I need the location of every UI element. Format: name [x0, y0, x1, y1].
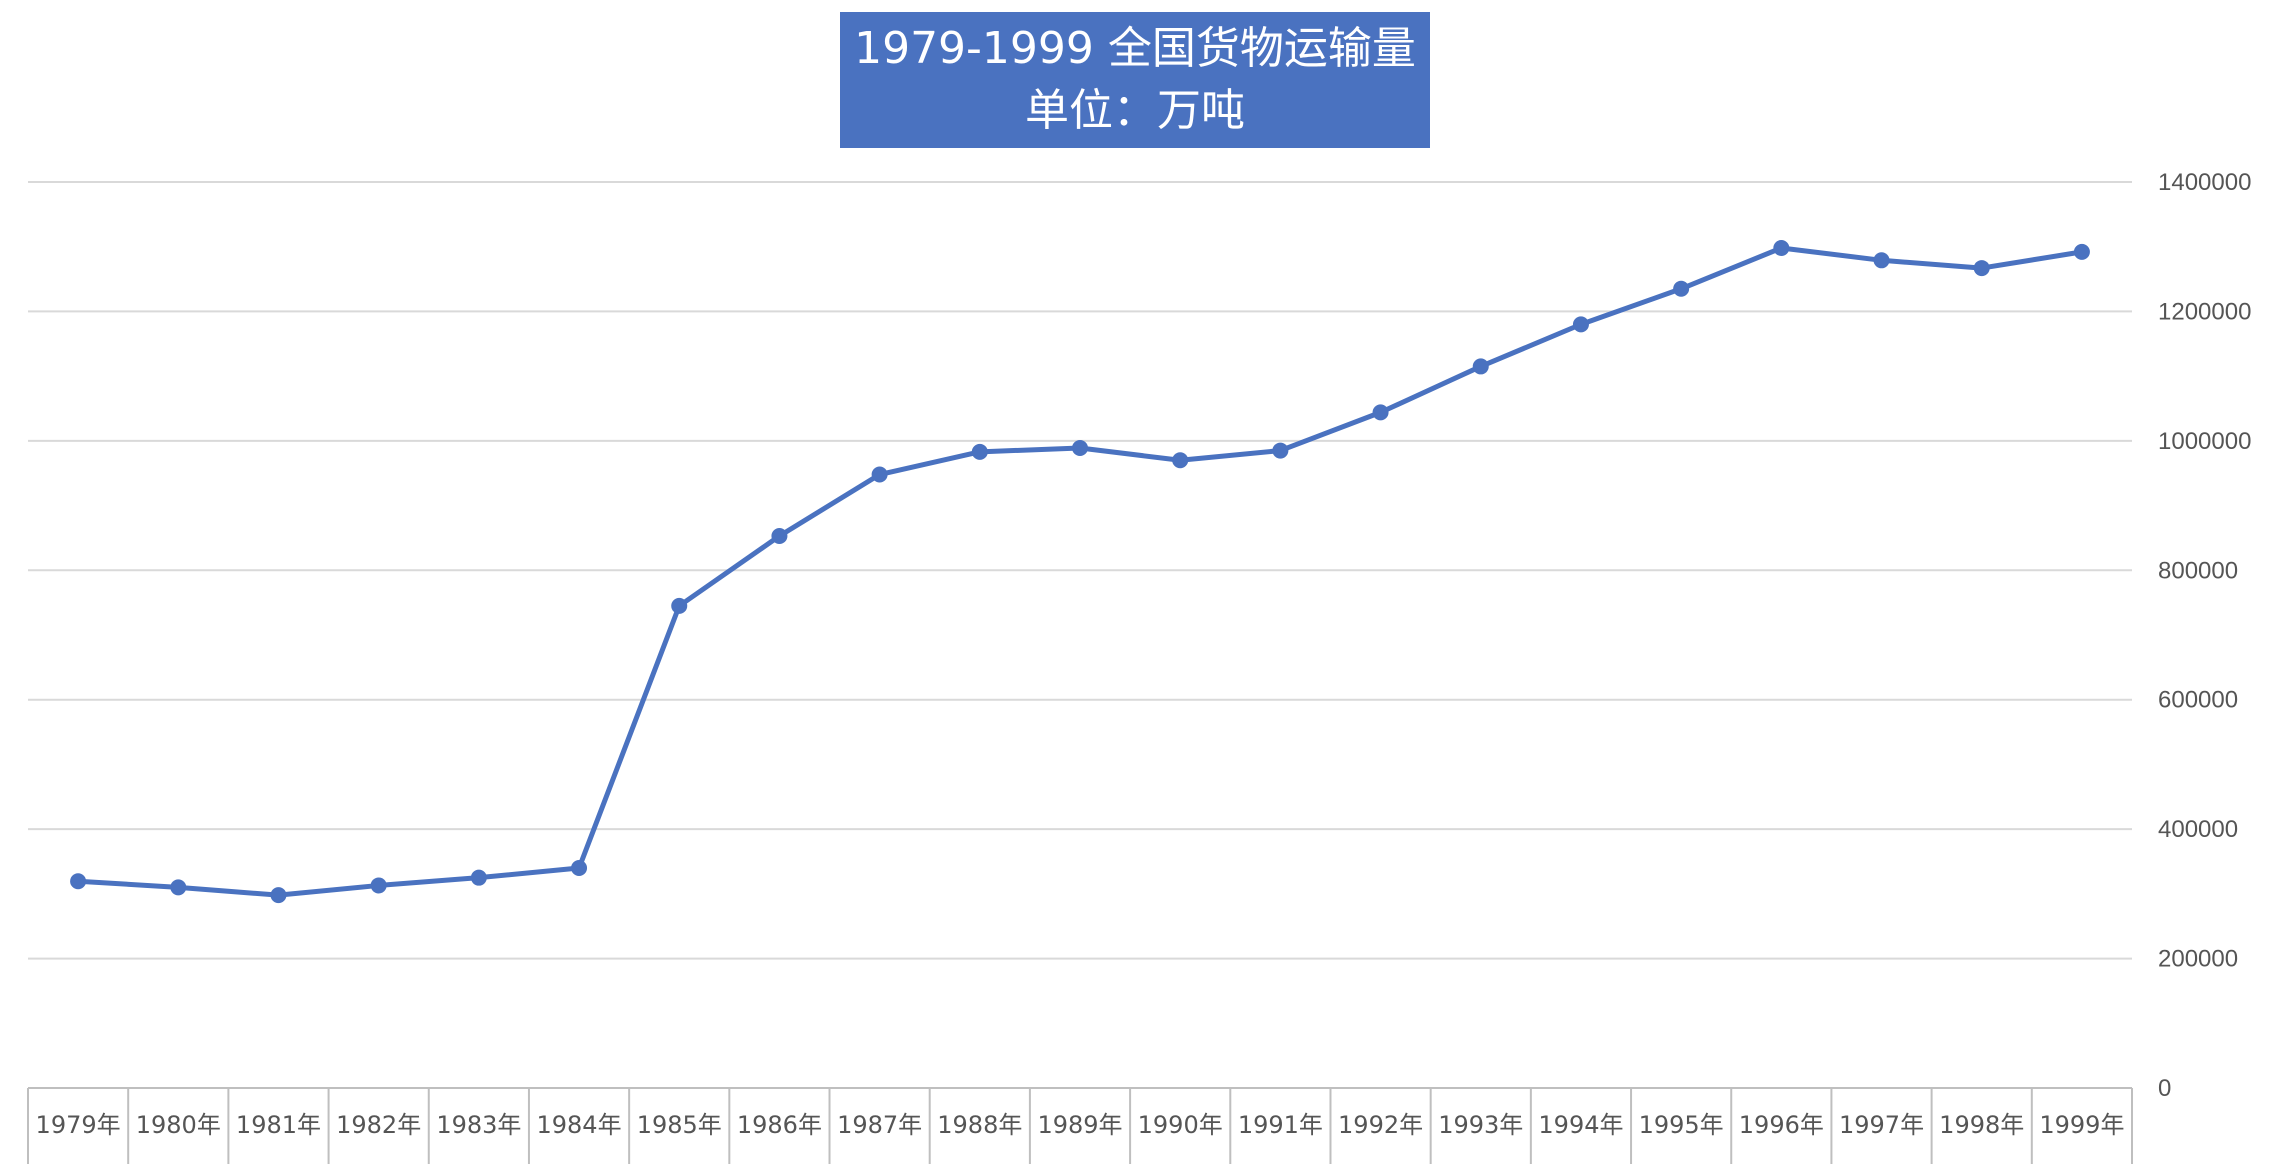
x-tick-label: 1985年 [637, 1111, 722, 1139]
y-tick-label: 0 [2158, 1075, 2171, 1102]
data-point [70, 873, 87, 890]
x-tick-label: 1998年 [1939, 1111, 2024, 1139]
chart-subtitle: 单位：万吨 [1025, 85, 1245, 136]
gridlines [28, 181, 2132, 1089]
y-tick-label: 600000 [2158, 687, 2238, 714]
x-tick-label: 1980年 [136, 1111, 221, 1139]
series-line [75, 245, 2085, 898]
x-tick-label: 1988年 [937, 1111, 1022, 1139]
data-point [1873, 252, 1890, 269]
data-point [571, 859, 588, 876]
data-point [470, 869, 487, 886]
y-tick-label: 200000 [2158, 946, 2238, 973]
data-point [1372, 404, 1389, 421]
chart-title-box: 1979-1999 全国货物运输量 单位：万吨 [840, 12, 1430, 148]
x-axis: 1979年 1980年 1981年 1982年 1983年 1984年 1985年 1986年… [27, 1088, 2133, 1164]
data-points [70, 240, 2090, 904]
x-tick-label: 1997年 [1839, 1111, 1924, 1139]
x-tick-label: 1979年 [36, 1111, 121, 1139]
data-point [971, 443, 988, 460]
data-point [1673, 280, 1690, 297]
x-tick-label: 1982年 [336, 1111, 421, 1139]
x-tick-label: 1996年 [1739, 1111, 1824, 1139]
x-tick-label: 1983年 [436, 1111, 521, 1139]
data-point [1773, 240, 1790, 257]
x-tick-label: 1991年 [1238, 1111, 1323, 1139]
series-line-path [75, 245, 2085, 898]
data-point [1472, 358, 1489, 375]
data-point [2073, 243, 2090, 260]
x-tick-label: 1999年 [2039, 1111, 2124, 1139]
y-tick-label: 400000 [2158, 816, 2238, 843]
chart-title: 1979-1999 全国货物运输量 [854, 23, 1416, 74]
x-tick-label: 1993年 [1438, 1111, 1523, 1139]
x-tick-label: 1990年 [1138, 1111, 1223, 1139]
x-tick-label: 1984年 [537, 1111, 622, 1139]
y-tick-label: 1000000 [2158, 428, 2251, 455]
y-tick-label: 1200000 [2158, 298, 2251, 325]
x-tick-label: 1989年 [1037, 1111, 1122, 1139]
data-point [1973, 260, 1990, 277]
x-tick-label: 1994年 [1538, 1111, 1623, 1139]
data-point [170, 879, 187, 896]
x-tick-label: 1992年 [1338, 1111, 1423, 1139]
y-axis-ticks: 0 200000 400000 600000 800000 1000000 1200000 1… [2158, 169, 2251, 1102]
data-point [871, 466, 888, 483]
y-tick-label: 800000 [2158, 557, 2238, 584]
data-point [1072, 439, 1088, 456]
data-point [1272, 442, 1289, 459]
data-point [1172, 452, 1189, 469]
x-tick-label: 1986年 [737, 1111, 822, 1139]
x-tick-label: 1981年 [236, 1111, 321, 1139]
data-point [370, 877, 387, 894]
x-tick-label: 1987年 [837, 1111, 922, 1139]
y-tick-label: 1400000 [2158, 169, 2251, 196]
x-tick-label: 1995年 [1639, 1111, 1724, 1139]
data-point [771, 527, 788, 544]
data-point [1572, 316, 1589, 333]
data-point [270, 887, 287, 904]
data-point [671, 597, 688, 614]
